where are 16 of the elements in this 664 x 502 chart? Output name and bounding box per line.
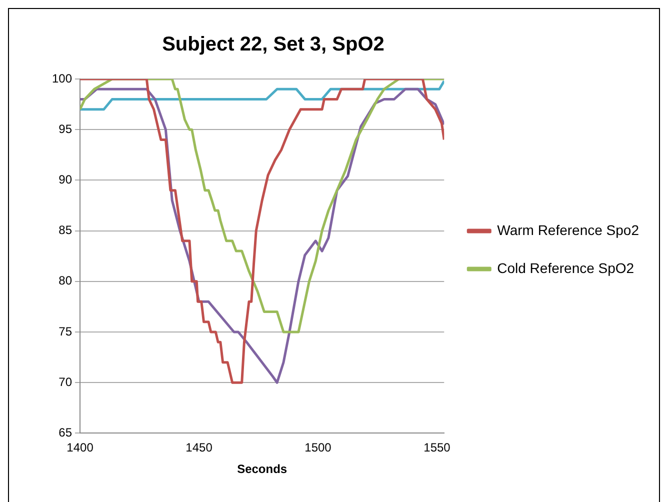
x-tick-label: 1400 xyxy=(66,440,94,455)
y-tick-label: 75 xyxy=(58,324,72,338)
y-tick-label: 100 xyxy=(52,71,72,86)
y-tick-label: 65 xyxy=(58,426,72,440)
x-tick-label: 1500 xyxy=(304,440,332,455)
x-tick-label: 1550 xyxy=(424,440,451,455)
x-axis-title: Seconds xyxy=(237,462,288,476)
legend-label: Warm Reference Spo2 xyxy=(497,222,640,238)
x-tick-label: 1450 xyxy=(186,440,213,455)
legend-label: Cold Reference SpO2 xyxy=(497,260,634,276)
y-tick-label: 95 xyxy=(58,122,72,136)
y-tick-label: 70 xyxy=(58,374,72,389)
chart-title: Subject 22, Set 3, SpO2 xyxy=(162,34,384,56)
y-tick-label: 85 xyxy=(58,223,72,238)
y-tick-label: 90 xyxy=(58,172,72,187)
y-tick-label: 80 xyxy=(58,274,72,288)
